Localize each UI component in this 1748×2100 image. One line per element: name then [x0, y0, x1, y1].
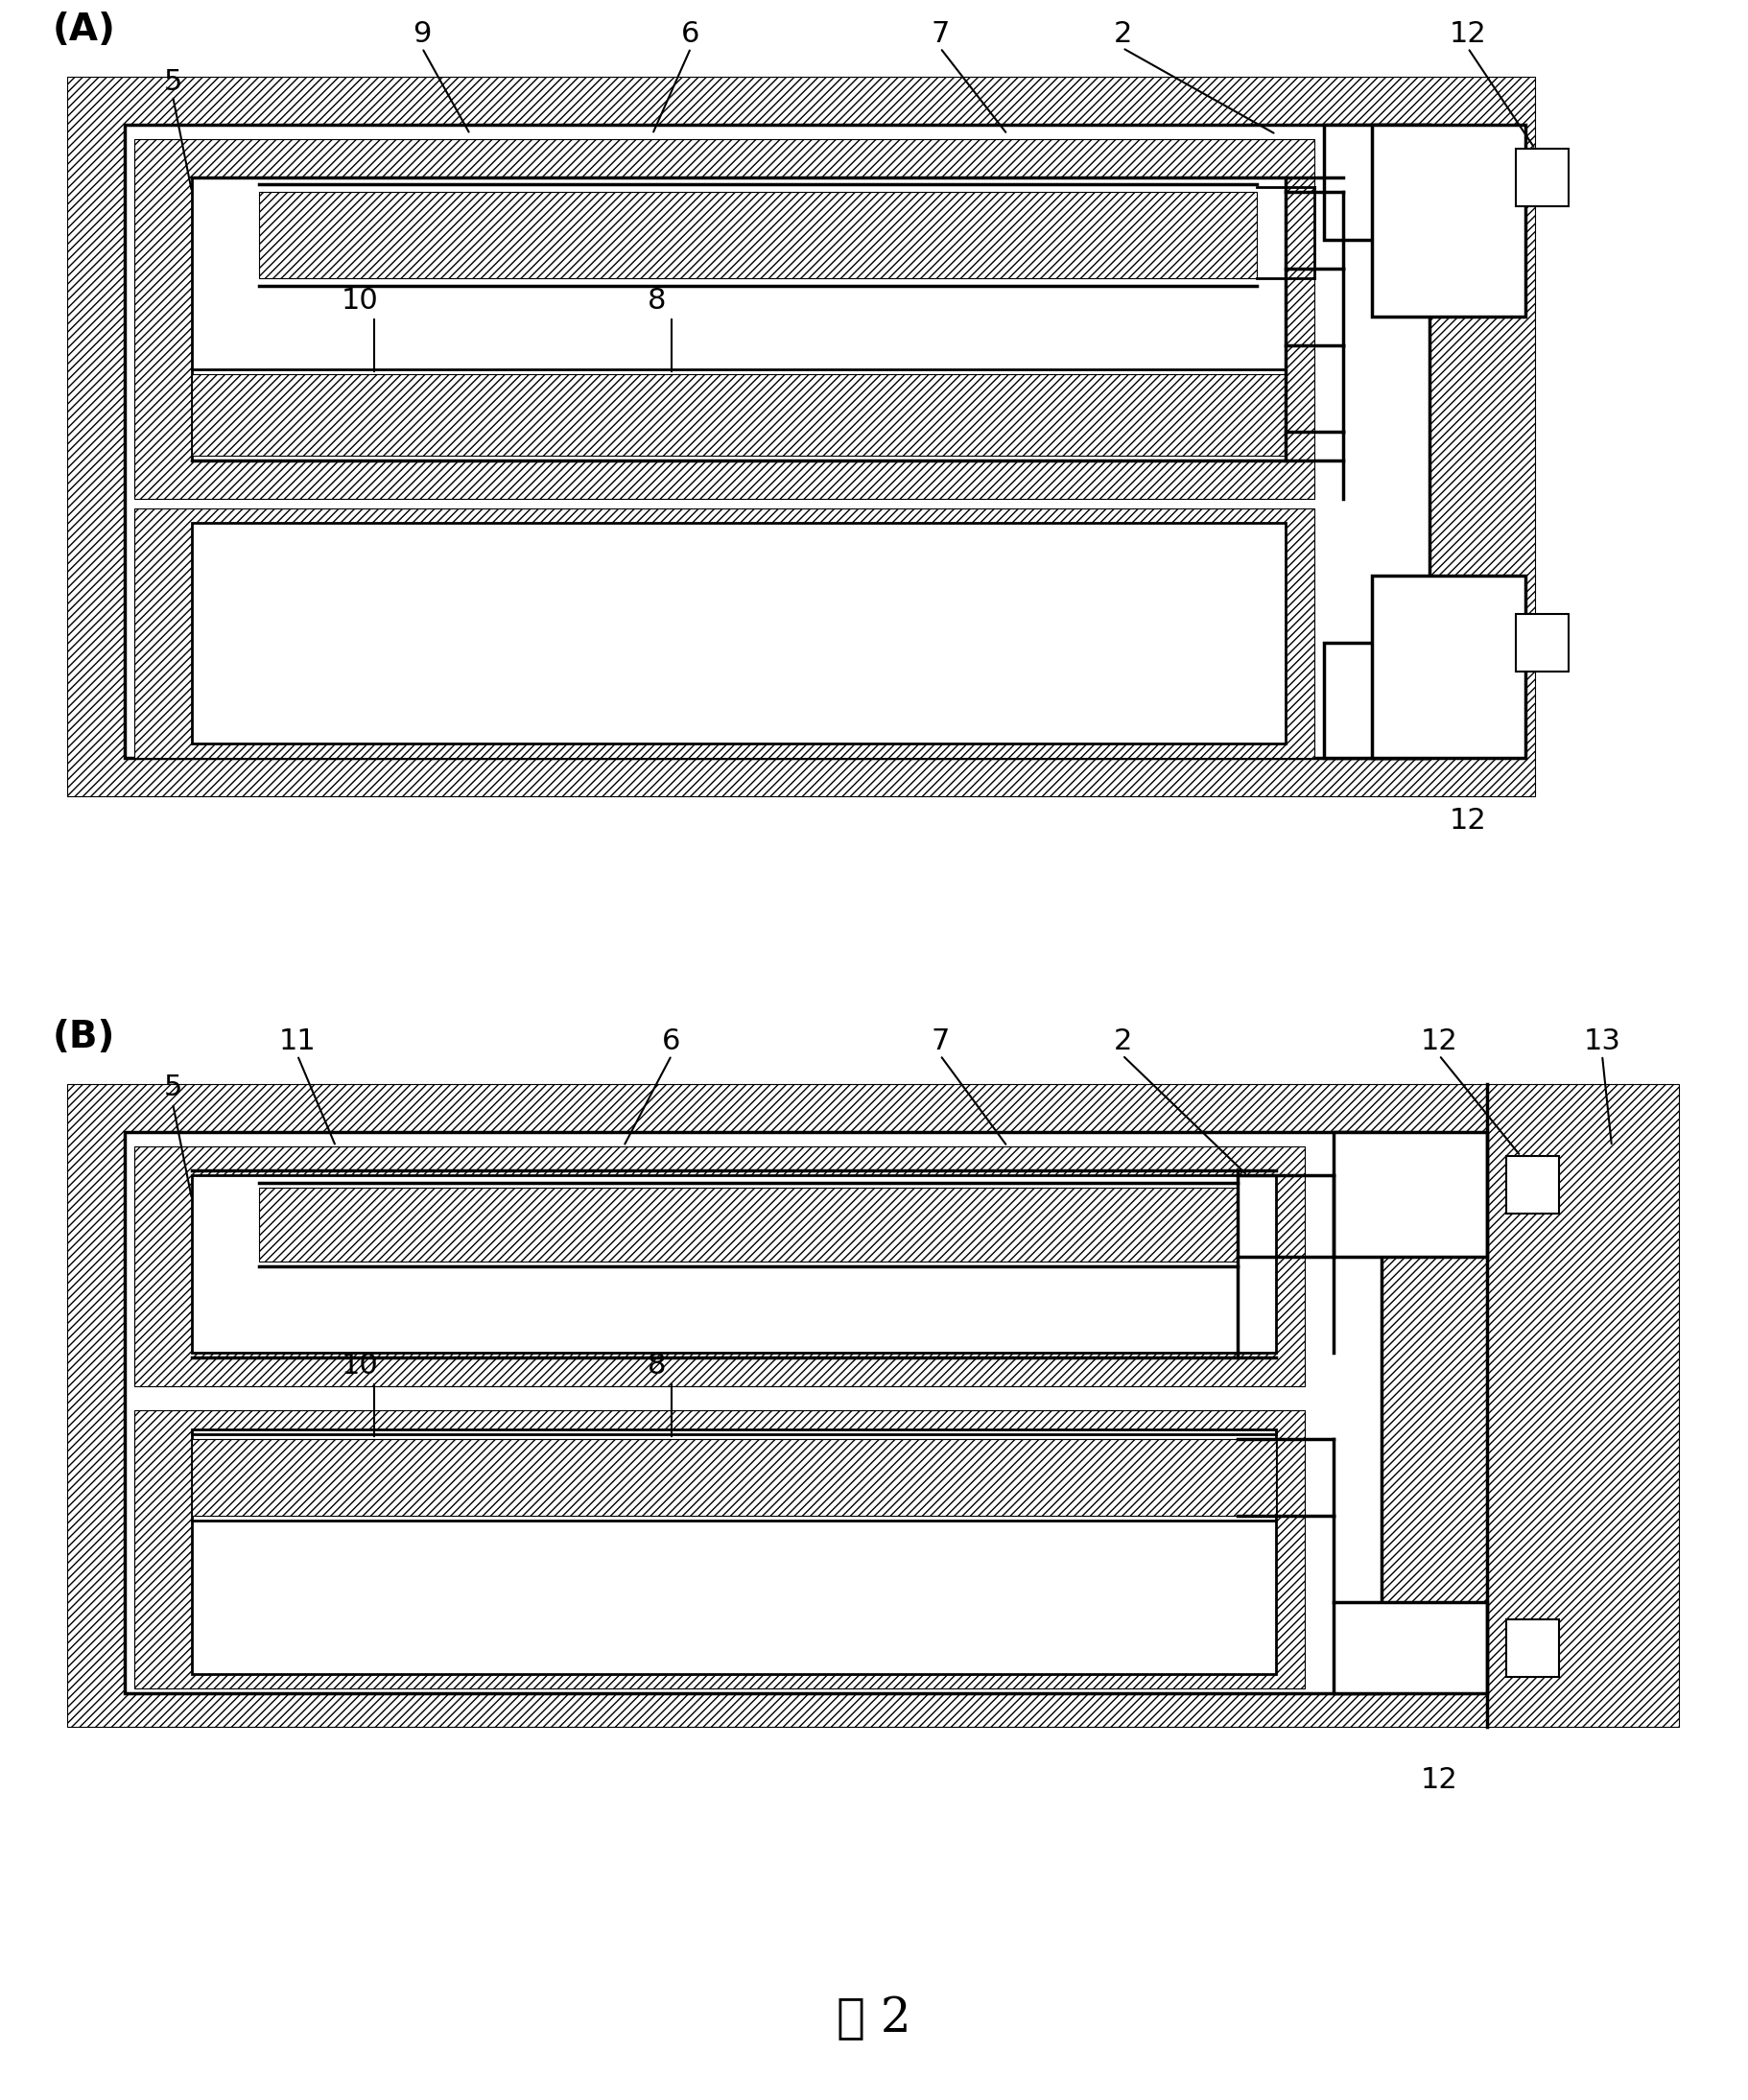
Text: 11: 11: [280, 1027, 316, 1056]
Bar: [66, 78, 1535, 796]
Bar: [1323, 124, 1430, 239]
Bar: [135, 1147, 1304, 1386]
Text: 10: 10: [341, 1352, 378, 1380]
Text: 12: 12: [1449, 21, 1486, 48]
Bar: [1488, 1084, 1678, 1726]
Bar: [1334, 1602, 1488, 1693]
Text: 8: 8: [649, 288, 666, 315]
Text: 5: 5: [163, 1073, 182, 1100]
Text: 图 2: 图 2: [837, 1995, 911, 2043]
Bar: [192, 1430, 1276, 1674]
Bar: [259, 191, 1257, 277]
Text: 12: 12: [1421, 1027, 1458, 1056]
Text: 7: 7: [932, 1027, 949, 1056]
Text: (B): (B): [52, 1018, 115, 1056]
Text: 6: 6: [662, 1027, 682, 1056]
Text: 2: 2: [1113, 21, 1131, 48]
Bar: [192, 179, 1285, 460]
Bar: [192, 523, 1285, 743]
Bar: [66, 1084, 1488, 1726]
Bar: [1516, 149, 1568, 206]
Bar: [1334, 1132, 1488, 1256]
Text: 5: 5: [163, 67, 182, 97]
Bar: [192, 1176, 1276, 1352]
Text: 7: 7: [932, 21, 949, 48]
Bar: [1372, 575, 1526, 758]
Bar: [124, 124, 1430, 758]
Bar: [135, 139, 1314, 500]
Text: 9: 9: [413, 21, 432, 48]
Text: 6: 6: [682, 21, 699, 48]
Bar: [192, 374, 1285, 456]
Text: 2: 2: [1113, 1027, 1131, 1056]
Text: 12: 12: [1449, 806, 1486, 834]
Bar: [1516, 613, 1568, 672]
Bar: [259, 1189, 1238, 1262]
Bar: [124, 1132, 1381, 1693]
Bar: [1507, 1155, 1559, 1214]
Text: 10: 10: [341, 288, 378, 315]
Text: 12: 12: [1421, 1766, 1458, 1793]
Bar: [1507, 1619, 1559, 1678]
Bar: [192, 1438, 1276, 1516]
Bar: [1323, 643, 1430, 758]
Text: 13: 13: [1584, 1027, 1620, 1056]
Bar: [135, 1411, 1304, 1688]
Bar: [135, 508, 1314, 758]
Text: 8: 8: [649, 1352, 666, 1380]
Text: (A): (A): [52, 10, 115, 48]
Bar: [1372, 124, 1526, 317]
